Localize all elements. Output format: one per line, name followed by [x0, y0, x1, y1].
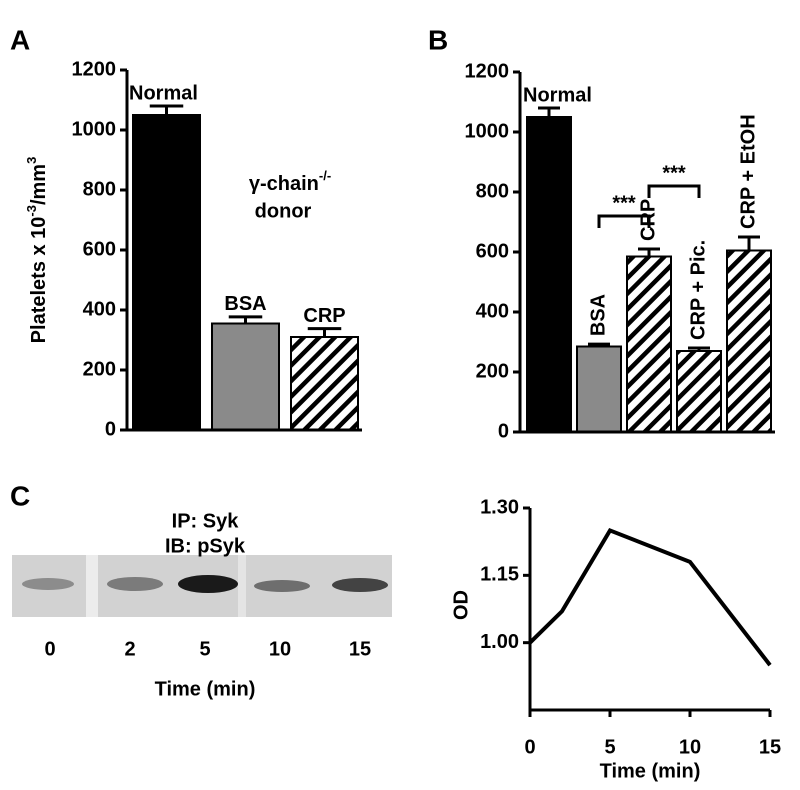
lane-label: 10 — [269, 638, 291, 660]
annotation: donor — [255, 200, 312, 222]
y-tick-label: 1000 — [465, 120, 510, 142]
x-tick-label: 15 — [759, 736, 781, 758]
panel-label: A — [10, 24, 30, 55]
annotation-superscript: -/- — [319, 168, 331, 183]
annotation: γ-chain-/- — [249, 168, 331, 195]
y-tick-label: 1.30 — [480, 496, 519, 518]
y-axis-title-part: 3 — [24, 157, 39, 164]
bar — [726, 249, 772, 433]
x-axis-title: Time (min) — [155, 678, 256, 700]
lane-label: 2 — [124, 638, 135, 660]
x-tick-label: 0 — [524, 736, 535, 758]
x-tick-label: 5 — [604, 736, 615, 758]
y-tick-label: 200 — [476, 360, 509, 382]
significance-bracket — [647, 184, 701, 198]
y-tick-label: 1200 — [72, 58, 117, 80]
y-tick-label: 600 — [83, 238, 116, 260]
y-tick-label: 200 — [83, 358, 116, 380]
y-axis-title-part: -3 — [24, 205, 39, 217]
bar — [290, 336, 359, 431]
bar — [626, 255, 672, 433]
y-axis-title: OD — [450, 590, 472, 620]
bar-label: BSA — [587, 294, 609, 336]
bar-label: BSA — [224, 293, 266, 315]
bar-label: Normal — [523, 84, 592, 106]
bar-label: CRP + EtOH — [737, 114, 759, 229]
y-tick-label: 1200 — [465, 60, 510, 82]
line — [528, 527, 772, 667]
bar — [211, 322, 280, 431]
x-axis-title: Time (min) — [600, 760, 701, 782]
x-tick-label: 10 — [679, 736, 701, 758]
ib-label: IB: pSyk — [165, 535, 246, 557]
annotation-text: γ-chain — [249, 173, 319, 195]
blot — [12, 555, 392, 617]
lane-label: 15 — [349, 638, 371, 660]
y-tick-label: 400 — [83, 298, 116, 320]
y-tick-label: 1.00 — [480, 631, 519, 653]
y-axis-title-part: Platelets x 10 — [28, 217, 50, 344]
y-tick-label: 0 — [105, 418, 116, 440]
bar — [526, 116, 572, 433]
lane-label: 5 — [199, 638, 210, 660]
bar — [132, 114, 201, 431]
bar-label: CRP — [303, 305, 345, 327]
y-tick-label: 800 — [83, 178, 116, 200]
bar-label: Normal — [129, 82, 198, 104]
panel-label: B — [428, 24, 448, 55]
ip-label: IP: Syk — [172, 510, 240, 532]
bar-label: CRP + Pic. — [687, 240, 709, 340]
bar — [576, 345, 622, 433]
significance-label: *** — [662, 162, 686, 184]
panel-label: C — [10, 480, 30, 511]
y-axis-title-part: /mm — [28, 164, 50, 205]
significance-label: *** — [612, 192, 636, 214]
bar — [676, 350, 722, 433]
significance-bracket — [597, 214, 651, 228]
y-tick-label: 600 — [476, 240, 509, 262]
y-tick-label: 800 — [476, 180, 509, 202]
y-tick-label: 0 — [498, 420, 509, 442]
lane-label: 0 — [44, 638, 55, 660]
y-axis-title: Platelets x 10-3/mm3 — [24, 157, 50, 344]
y-tick-label: 1000 — [72, 118, 117, 140]
y-tick-label: 1.15 — [480, 564, 519, 586]
y-tick-label: 400 — [476, 300, 509, 322]
